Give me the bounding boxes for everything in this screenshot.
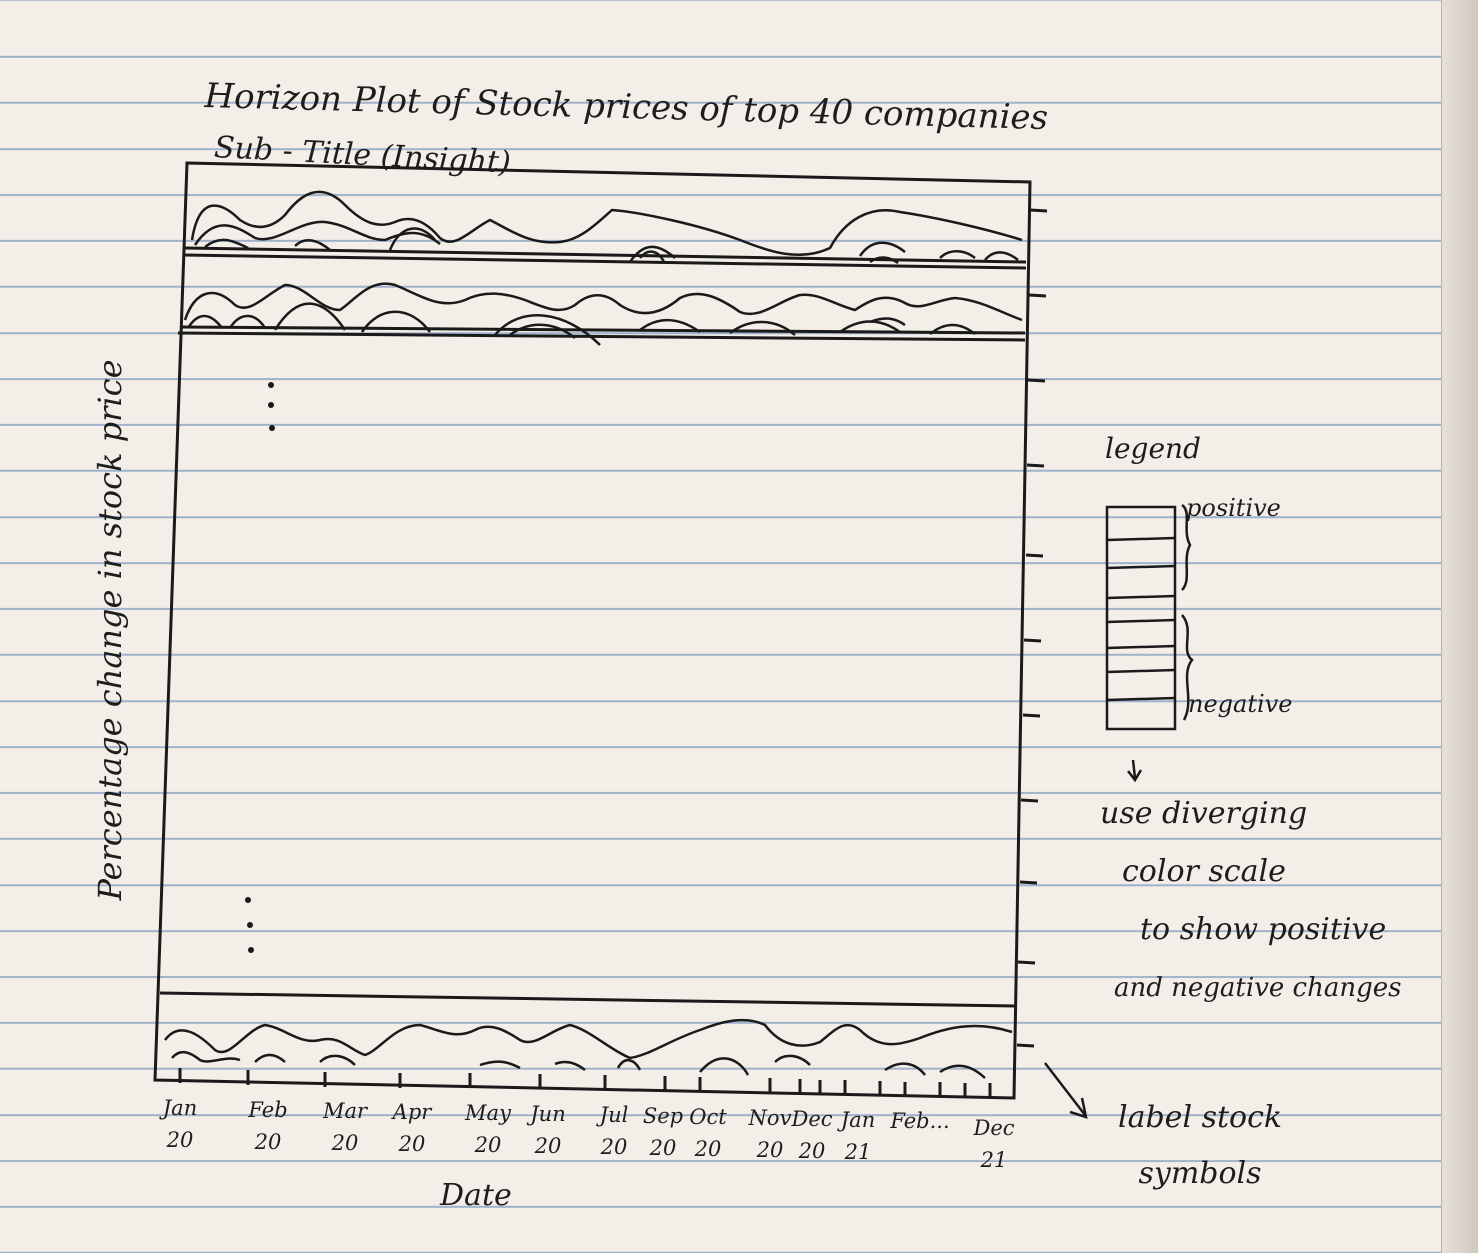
x-tick-month: Dec — [973, 1116, 1015, 1140]
horizon-band-40 — [164, 1018, 1013, 1079]
x-tick-month: Sep — [642, 1104, 684, 1128]
x-tick-year: 20 — [649, 1136, 677, 1160]
band-divider — [177, 331, 1026, 342]
x-tick-label: Oct 20 — [689, 1101, 726, 1165]
x-tick-year: 20 — [398, 1132, 426, 1156]
legend-title: legend — [1105, 432, 1201, 465]
plot-frame — [153, 161, 1032, 1100]
legend-note-line: to show positive — [1140, 912, 1387, 947]
x-tick-label: Mar 20 — [323, 1095, 367, 1159]
x-tick-year: 20 — [694, 1137, 722, 1161]
legend-note-line: use diverging — [1100, 796, 1308, 831]
legend-note-line: color scale — [1122, 854, 1286, 889]
band-divider — [183, 253, 1027, 270]
x-tick-month: Feb — [248, 1098, 288, 1122]
page-edge — [1441, 0, 1478, 1253]
x-tick-month: Dec — [791, 1107, 833, 1131]
x-tick-year: 21 — [844, 1140, 872, 1164]
x-tick-year: 20 — [798, 1139, 826, 1163]
x-tick-year: 20 — [474, 1133, 502, 1157]
x-tick-label: Apr 20 — [393, 1096, 432, 1160]
x-tick-month: Nov — [748, 1106, 792, 1130]
x-tick-label: Dec 20 — [791, 1103, 832, 1167]
label-stock-symbols-note: label stock symbols — [1118, 1090, 1282, 1202]
label-note-line: label stock — [1118, 1100, 1283, 1135]
horizon-band-2 — [183, 282, 1023, 346]
x-tick-label: Nov 20 — [749, 1102, 792, 1166]
x-tick-label: Dec 21 — [973, 1112, 1014, 1176]
x-tick-month: Oct — [689, 1105, 727, 1129]
legend-color-bar — [1105, 505, 1177, 731]
label-arrow — [1044, 1062, 1088, 1119]
x-tick-year: 21 — [980, 1148, 1008, 1172]
label-note-line: symbols — [1138, 1156, 1262, 1191]
x-tick-label: May 20 — [465, 1097, 511, 1161]
x-tick-label: Jan 20 — [163, 1092, 197, 1156]
band-divider — [159, 991, 1017, 1008]
legend-negative-label: negative — [1188, 690, 1293, 718]
x-tick-label: Jun 20 — [530, 1098, 565, 1162]
x-axis-label: Date — [440, 1178, 512, 1213]
band-divider — [179, 325, 1026, 335]
band-divider — [184, 246, 1027, 264]
x-tick-month: Jan — [162, 1096, 198, 1120]
bottom-axis-ticks — [178, 1068, 992, 1098]
legend-brace-negative — [1180, 614, 1194, 721]
x-tick-label: Jul 20 — [600, 1099, 629, 1163]
right-axis-ticks — [1016, 208, 1048, 1048]
legend-positive-label: positive — [1186, 494, 1281, 522]
ellipsis-top — [268, 382, 275, 431]
legend-brace-positive — [1180, 503, 1192, 591]
x-tick-year: 20 — [534, 1134, 562, 1158]
x-tick-month: May — [465, 1101, 511, 1125]
ellipsis-bottom — [245, 897, 254, 953]
x-tick-month: Jul — [599, 1103, 629, 1127]
x-tick-label: Sep 20 — [643, 1100, 683, 1164]
x-tick-month: Jan — [840, 1108, 876, 1132]
legend-note-line: and negative changes — [1114, 973, 1402, 1003]
x-tick-year: 20 — [254, 1130, 282, 1154]
x-tick-label: Feb... — [890, 1105, 949, 1137]
x-tick-month: Feb... — [890, 1109, 950, 1133]
x-tick-month: Apr — [392, 1100, 432, 1124]
legend-arrow — [1127, 759, 1143, 783]
x-tick-year: 20 — [166, 1128, 194, 1152]
x-tick-label: Jan 21 — [841, 1104, 875, 1168]
x-tick-year: 20 — [331, 1131, 359, 1155]
x-tick-year: 20 — [756, 1138, 784, 1162]
x-tick-month: Jun — [530, 1102, 566, 1126]
x-tick-label: Feb 20 — [248, 1094, 287, 1158]
x-tick-month: Mar — [322, 1099, 368, 1123]
horizon-band-1 — [190, 190, 1023, 265]
x-tick-year: 20 — [600, 1135, 628, 1159]
legend-note: use diverging color scale to show positi… — [1100, 785, 1470, 1017]
